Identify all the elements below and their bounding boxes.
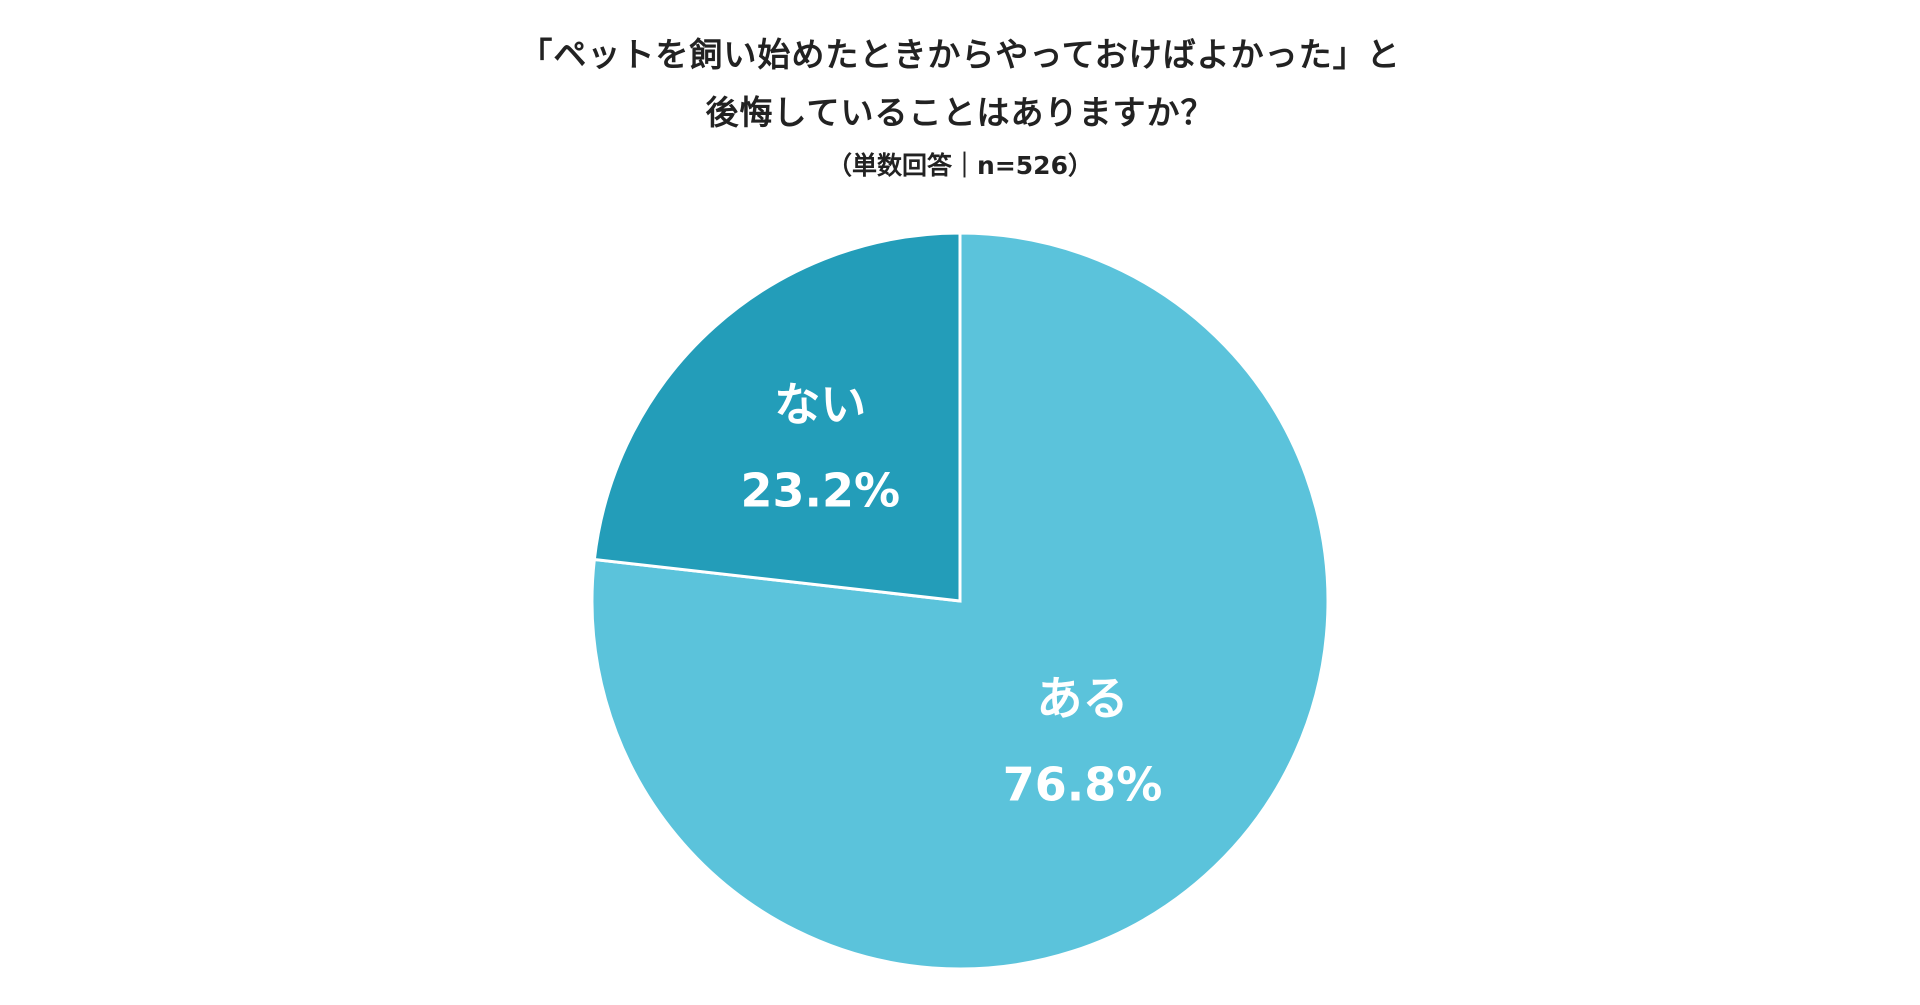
slice-category-label-nai: ない xyxy=(774,378,866,432)
chart-title-line-2: 後悔していることはありますか？ xyxy=(705,93,1215,132)
slice-value-label-nai: 23.2% xyxy=(741,464,901,518)
pie-slice-nai xyxy=(592,231,962,603)
slice-category-label-aru: ある xyxy=(1037,671,1129,725)
chart-title-block: 「ペットを飼い始めたときからやっておけばよかった」と 後悔していることはあります… xyxy=(0,26,1920,186)
slice-value-label-aru: 76.8% xyxy=(1003,757,1163,811)
chart-title-line-1: 「ペットを飼い始めたときからやっておけばよかった」と xyxy=(519,35,1401,74)
chart-subtitle: （単数回答｜n=526） xyxy=(827,151,1093,180)
